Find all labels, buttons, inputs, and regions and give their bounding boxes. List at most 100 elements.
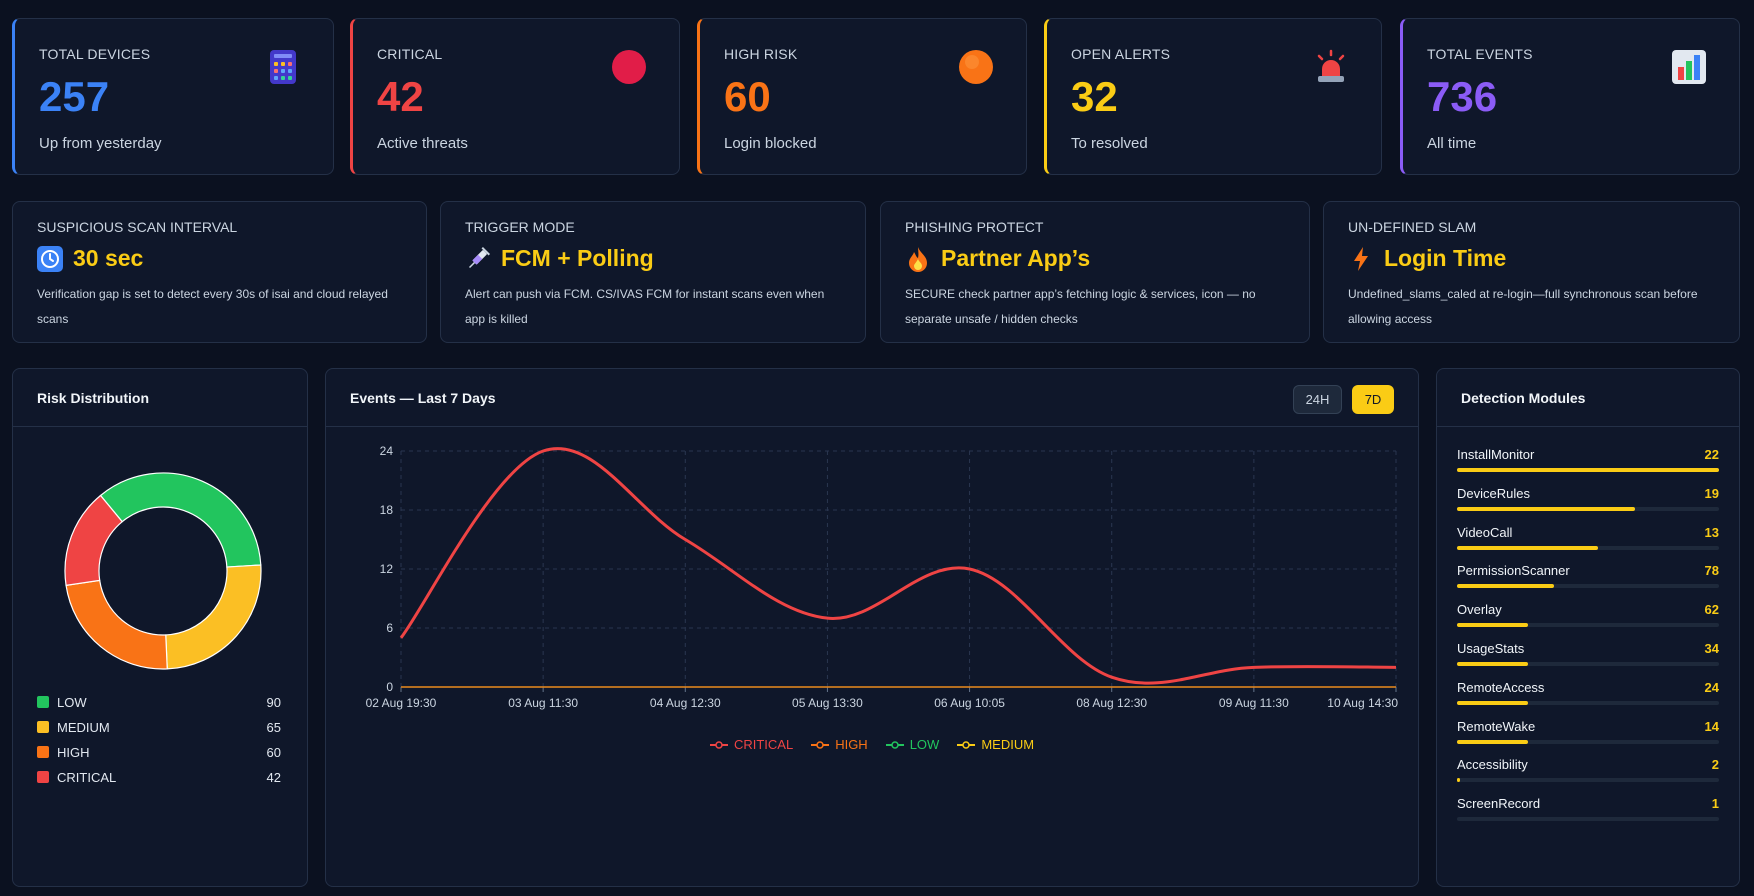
risk-distribution-panel: Risk Distribution LOW 90 MEDIUM 65 HIGH … (12, 368, 308, 887)
panel-header: Risk Distribution (13, 369, 307, 427)
module-count: 34 (1704, 641, 1719, 656)
panel-title: Detection Modules (1461, 390, 1586, 406)
module-progress-track (1457, 778, 1719, 783)
module-progress-fill (1457, 662, 1528, 666)
detection-modules-panel: Detection Modules InstallMonitor 22 Device… (1436, 368, 1740, 887)
legend-item-medium[interactable]: MEDIUM (957, 737, 1034, 752)
module-row[interactable]: InstallMonitor 22 (1457, 447, 1719, 483)
syringe-icon (465, 246, 491, 272)
config-description: Alert can push via FCM. CS/IVAS FCM for … (465, 287, 825, 326)
module-progress-fill (1457, 468, 1719, 472)
donut-slice-critical[interactable] (64, 494, 124, 587)
panel-header: Detection Modules (1437, 369, 1739, 427)
module-name: RemoteAccess (1457, 679, 1545, 695)
module-count: 2 (1711, 757, 1719, 773)
legend-label: HIGH (57, 744, 90, 760)
donut-slice-high[interactable] (65, 579, 168, 670)
module-count: 78 (1704, 563, 1719, 579)
stat-title: HIGH RISK (724, 46, 798, 62)
stat-title: CRITICAL (377, 46, 443, 62)
panel-title: Risk Distribution (37, 390, 150, 406)
module-name: Overlay (1457, 602, 1502, 618)
module-row[interactable]: Accessibility 2 (1457, 757, 1719, 793)
module-progress-track (1457, 623, 1719, 628)
module-row[interactable]: DeviceRules 19 (1457, 486, 1719, 522)
stat-value: 736 (1427, 73, 1498, 120)
module-name: UsageStats (1457, 641, 1525, 656)
legend-item-high[interactable]: HIGH (811, 737, 868, 752)
module-progress-track (1457, 545, 1719, 550)
clock-icon (37, 245, 63, 272)
legend-item-low[interactable]: LOW (885, 737, 939, 752)
donut-slice-medium[interactable] (165, 564, 262, 670)
events-chart-panel: Events — Last 7 Days 24H 7D 0 6 12 18 24 02 A… (325, 368, 1419, 887)
module-row[interactable]: UsageStats 34 (1457, 641, 1719, 677)
module-progress-fill (1457, 700, 1528, 705)
stat-card-total-devices: TOTAL DEVICES 257 Up from yesterday (12, 18, 334, 175)
module-row[interactable]: RemoteWake 14 (1457, 719, 1719, 755)
stat-card-open-alerts: OPEN ALERTS 32 To resolved (1044, 18, 1382, 175)
config-title: TRIGGER MODE (465, 219, 575, 235)
x-tick-label: 04 Aug 12:30 (650, 696, 721, 710)
module-name: InstallMonitor (1457, 447, 1535, 462)
config-title: SUSPICIOUS SCAN INTERVAL (37, 219, 238, 235)
legend-label: CRITICAL (57, 769, 117, 785)
module-progress-track (1457, 817, 1719, 822)
stat-subtitle: To resolved (1071, 135, 1148, 152)
x-tick-label: 02 Aug 19:30 (366, 696, 437, 710)
config-value: Login Time (1384, 245, 1507, 271)
config-card-scan-interval: SUSPICIOUS SCAN INTERVAL 30 sec Verifica… (12, 201, 427, 343)
stat-card-critical: CRITICAL 42 Active threats (350, 18, 680, 175)
module-row[interactable]: ScreenRecord 1 (1457, 796, 1719, 832)
panel-title: Events — Last 7 Days (350, 390, 496, 406)
legend-item-critical[interactable]: CRITICAL (709, 737, 794, 752)
legend-label: MEDIUM (57, 719, 110, 735)
module-row[interactable]: VideoCall 13 (1457, 525, 1719, 561)
module-row[interactable]: PermissionScanner 78 (1457, 563, 1719, 599)
risk-legend-critical: CRITICAL 42 (37, 767, 281, 787)
module-progress-fill (1457, 623, 1528, 628)
config-description: Verification gap is set to detect every … (37, 287, 388, 326)
y-tick-label: 0 (386, 680, 393, 694)
config-value: 30 sec (73, 245, 144, 271)
legend-label: MEDIUM (981, 737, 1035, 752)
stat-card-high-risk: HIGH RISK 60 Login blocked (697, 18, 1027, 175)
legend-value: 65 (266, 719, 281, 735)
legend-label: CRITICAL (733, 737, 794, 752)
legend-swatch (37, 771, 49, 783)
legend-label: HIGH (835, 737, 868, 752)
range-24h-button[interactable]: 24H (1293, 385, 1342, 414)
module-name: ScreenRecord (1457, 796, 1541, 812)
config-description: SECURE check partner app’s fetching logi… (905, 287, 1256, 326)
config-title: PHISHING PROTECT (905, 219, 1044, 235)
module-progress-track (1457, 584, 1719, 589)
module-progress-fill (1457, 545, 1599, 550)
module-row[interactable]: RemoteAccess 24 (1457, 680, 1719, 716)
risk-legend-high: HIGH 60 (37, 742, 281, 762)
legend-value: 42 (266, 769, 281, 785)
legend-swatch (37, 696, 49, 708)
x-tick-label: 08 Aug 12:30 (1076, 696, 1147, 710)
calculator-icon (263, 47, 303, 87)
legend-value: 90 (266, 694, 281, 710)
siren-icon (1311, 47, 1351, 87)
donut-slice-low[interactable] (99, 472, 262, 568)
module-progress-fill (1457, 506, 1636, 511)
module-progress-fill (1457, 778, 1460, 783)
module-count: 1 (1711, 796, 1719, 812)
module-progress-track (1457, 662, 1719, 666)
x-tick-label: 09 Aug 11:30 (1219, 696, 1289, 710)
module-row[interactable]: Overlay 62 (1457, 602, 1719, 638)
module-progress-track (1457, 506, 1719, 511)
stat-subtitle: Login blocked (724, 135, 817, 152)
module-name: DeviceRules (1457, 485, 1530, 501)
legend-label: LOW (57, 694, 87, 710)
config-title: UN-DEFINED SLAM (1348, 219, 1477, 235)
legend-swatch (37, 746, 49, 758)
module-progress-track (1457, 700, 1719, 705)
series-line-critical[interactable] (399, 447, 1397, 685)
module-progress-fill (1457, 584, 1554, 589)
stat-card-total-events: TOTAL EVENTS 736 All time (1400, 18, 1740, 175)
range-7d-button[interactable]: 7D (1352, 385, 1394, 414)
stat-title: OPEN ALERTS (1071, 46, 1171, 62)
